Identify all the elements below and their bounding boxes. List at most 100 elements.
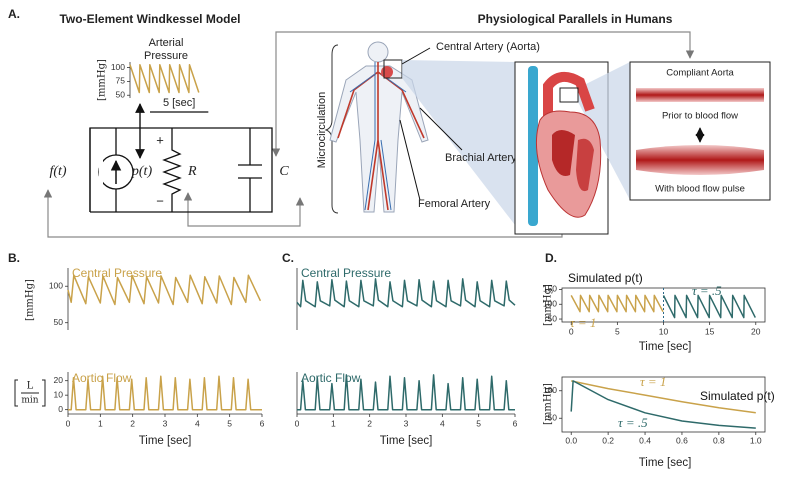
panel-label: D. — [545, 251, 557, 265]
chart-title: Pressure — [144, 50, 188, 62]
chart-title: Simulated p(t) — [700, 389, 775, 403]
y-axis-label: [mmHg] — [543, 284, 554, 326]
annotation: Microcirculation — [316, 92, 328, 168]
x-tick-label: 0.4 — [639, 435, 651, 445]
heart-illustration — [514, 61, 630, 235]
x-tick-label: 1 — [331, 418, 336, 428]
x-tick-label: 10 — [659, 326, 669, 336]
y-tick-label: 0 — [58, 404, 63, 414]
compliant-aorta-box — [629, 61, 771, 201]
scale-bar-label: 5 [sec] — [163, 97, 195, 109]
connector — [271, 31, 695, 157]
circuit — [89, 103, 273, 213]
series-line — [129, 64, 200, 94]
connector — [183, 192, 305, 227]
x-tick-label: 5 — [615, 326, 620, 336]
series-label: τ = 1 — [640, 374, 666, 389]
y-tick-label: 100 — [543, 385, 557, 395]
series-line — [571, 380, 756, 414]
annotation: With blood flow pulse — [655, 184, 745, 195]
y-axis-label: [mmHg] — [543, 383, 554, 425]
x-tick-label: 15 — [705, 326, 715, 336]
x-tick-label: 0.2 — [602, 435, 614, 445]
series-label: τ = .5 — [618, 415, 648, 430]
plot-frame — [561, 376, 766, 433]
x-tick-label: 0.8 — [713, 435, 725, 445]
x-tick-label: 6 — [260, 418, 265, 428]
y-axis-label: min — [21, 396, 38, 406]
x-tick-label: 4 — [440, 418, 445, 428]
y-tick-label: 150 — [543, 284, 557, 294]
panel-label: B. — [8, 251, 20, 265]
body-illustration — [324, 41, 515, 225]
plus-sign: + — [156, 132, 164, 147]
x-tick-label: 6 — [513, 418, 518, 428]
x-tick-label: 0 — [569, 326, 574, 336]
x-tick-label: 1 — [98, 418, 103, 428]
series-line — [662, 294, 756, 319]
y-axis-label: [mmHg] — [25, 279, 36, 321]
y-tick-label: 100 — [49, 280, 63, 290]
series-line — [570, 380, 756, 429]
x-tick-label: 3 — [404, 418, 409, 428]
x-tick-label: 2 — [367, 418, 372, 428]
parallels-title: Physiological Parallels in Humans — [478, 12, 673, 26]
x-tick-label: 3 — [163, 418, 168, 428]
capacitor-label: C — [279, 164, 289, 179]
y-tick-label: 10 — [54, 389, 64, 399]
annotation: Central Artery (Aorta) — [436, 41, 540, 53]
source-label: f(t) — [49, 164, 66, 179]
y-axis-label: [mmHg] — [97, 59, 108, 101]
x-axis-label: Time [sec] — [380, 435, 433, 447]
y-tick-label: 50 — [548, 413, 558, 423]
chart-title: Arterial — [149, 37, 184, 49]
chart-title: Aortic Flow — [72, 371, 132, 385]
series-line — [67, 274, 262, 306]
x-tick-label: 5 — [476, 418, 481, 428]
chart-title: Simulated p(t) — [568, 271, 643, 285]
minus-sign: − — [156, 193, 164, 208]
x-tick-label: 0.6 — [676, 435, 688, 445]
x-tick-label: 0 — [66, 418, 71, 428]
model-title: Two-Element Windkessel Model — [59, 12, 240, 26]
x-tick-label: 4 — [195, 418, 200, 428]
annotation: Femoral Artery — [418, 198, 491, 210]
x-axis-label: Time [sec] — [639, 341, 692, 353]
x-tick-label: 5 — [227, 418, 232, 428]
x-axis-label: Time [sec] — [139, 435, 192, 447]
series-line — [296, 278, 516, 308]
x-tick-label: 2 — [130, 418, 135, 428]
y-tick-label: 100 — [111, 62, 125, 72]
resistor-label: R — [187, 164, 197, 179]
annotation: Prior to blood flow — [662, 111, 738, 122]
annotation: Brachial Artery — [445, 152, 517, 164]
y-tick-label: 20 — [54, 375, 64, 385]
x-tick-label: 1.0 — [750, 435, 762, 445]
x-axis-label: Time [sec] — [639, 457, 692, 469]
pointer-line — [399, 119, 421, 201]
y-tick-label: 50 — [116, 89, 126, 99]
pressure-label: p(t) — [131, 164, 153, 179]
panel-label: C. — [282, 251, 294, 265]
chart-title: Aortic Flow — [301, 371, 361, 385]
x-tick-label: 0 — [295, 418, 300, 428]
series-line — [297, 374, 515, 411]
series-label: τ = .5 — [692, 283, 722, 298]
panel-label: A. — [8, 7, 20, 21]
fraction-brackets — [14, 379, 46, 407]
y-tick-label: 75 — [116, 76, 126, 86]
x-tick-label: 0.0 — [565, 435, 577, 445]
series-line — [570, 294, 664, 313]
annotation: Compliant Aorta — [666, 68, 734, 79]
pointer-line — [419, 107, 463, 151]
chart-title: Central Pressure — [72, 266, 162, 280]
chart-title: Central Pressure — [301, 266, 391, 280]
y-tick-label: 100 — [543, 299, 557, 309]
y-tick-label: 50 — [54, 317, 64, 327]
y-axis-label: L — [27, 381, 34, 392]
x-tick-label: 20 — [751, 326, 761, 336]
series-line — [68, 375, 262, 411]
series-label: τ = 1 — [570, 315, 596, 330]
y-tick-label: 50 — [548, 313, 558, 323]
